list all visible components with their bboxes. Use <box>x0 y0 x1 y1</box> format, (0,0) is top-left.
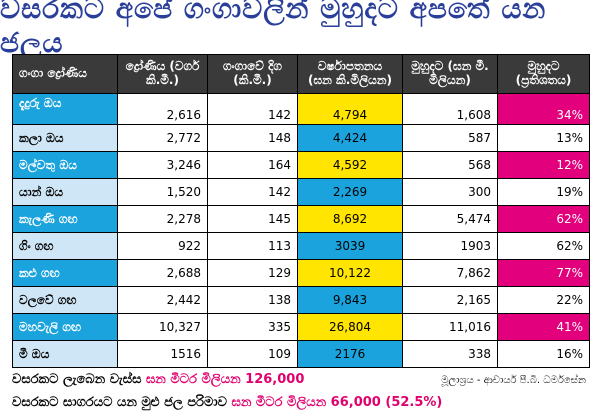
table-header-row: ගංගා ද්‍රෝණිය ද්‍රෝණිය (වර්ග කි.මී.) ගංග… <box>12 54 590 94</box>
cell-basin-name: දැදුරු ඔය <box>12 93 118 125</box>
table-row: ගිං ගඟ 922 113 3039 1903 62% <box>12 232 590 260</box>
table-row: කළු ගඟ 2,688 129 10,122 7,862 77% <box>12 259 590 287</box>
cell-basin-name: යාන් ඔය <box>12 178 118 206</box>
cell-length: 138 <box>207 286 298 314</box>
header-to-sea-percent: මුහුදට (ප්‍රතිශතය) <box>497 54 590 94</box>
cell-basin-name: මල්වතු ඔය <box>12 151 118 179</box>
cell-length: 335 <box>207 313 298 341</box>
ocean-volume-label: වසරකට සාගරයට යන මුළු ජල පරිමාව <box>12 395 227 410</box>
cell-to-sea-percent: 77% <box>497 259 590 287</box>
cell-to-sea: 568 <box>402 151 498 179</box>
cell-to-sea: 1903 <box>402 232 498 260</box>
cell-area: 10,327 <box>117 313 208 341</box>
cell-basin-name: ගිං ගඟ <box>12 232 118 260</box>
cell-rainfall: 2176 <box>297 340 403 368</box>
table-row: කලා ඔය 2,772 148 4,424 587 13% <box>12 124 590 152</box>
cell-to-sea: 300 <box>402 178 498 206</box>
cell-to-sea: 5,474 <box>402 205 498 233</box>
header-rainfall: වර්ෂාපතනය (ඝන කි.මිලියන) <box>297 54 403 94</box>
cell-basin-name: වලවේ ගඟ <box>12 286 118 314</box>
header-area: ද්‍රෝණිය (වර්ග කි.මී.) <box>117 54 208 94</box>
cell-length: 164 <box>207 151 298 179</box>
ocean-volume-value: ඝන මීටර මිලියන 66,000 (52.5%) <box>231 395 443 410</box>
header-length: ගංගාවේ දිග (කි.මී.) <box>207 54 298 94</box>
ocean-volume-note: වසරකට සාගරයට යන මුළු ජල පරිමාව ඝන මීටර ම… <box>12 395 442 410</box>
source-credit: මූලාශ්‍රය - ආචාර්ය පී.බී. ධර්මසේන <box>441 375 586 386</box>
cell-to-sea-percent: 62% <box>497 232 590 260</box>
cell-rainfall: 4,592 <box>297 151 403 179</box>
cell-to-sea: 2,165 <box>402 286 498 314</box>
table-row: වලවේ ගඟ 2,442 138 9,843 2,165 22% <box>12 286 590 314</box>
cell-area: 2,688 <box>117 259 208 287</box>
cell-basin-name: කළු ගඟ <box>12 259 118 287</box>
table-row: යාන් ඔය 1,520 142 2,269 300 19% <box>12 178 590 206</box>
cell-to-sea-percent: 22% <box>497 286 590 314</box>
cell-to-sea-percent: 12% <box>497 151 590 179</box>
cell-length: 148 <box>207 124 298 152</box>
cell-to-sea-percent: 13% <box>497 124 590 152</box>
table-row: මහවැලි ගඟ 10,327 335 26,804 11,016 41% <box>12 313 590 341</box>
cell-to-sea-percent: 34% <box>497 93 590 125</box>
table-row: දැදුරු ඔය 2,616 142 4,794 1,608 34% <box>12 93 590 125</box>
cell-area: 2,442 <box>117 286 208 314</box>
cell-basin-name: කලා ඔය <box>12 124 118 152</box>
cell-length: 145 <box>207 205 298 233</box>
table-row: මල්වතු ඔය 3,246 164 4,592 568 12% <box>12 151 590 179</box>
cell-area: 2,616 <box>117 93 208 125</box>
river-data-table: ගංගා ද්‍රෝණිය ද්‍රෝණිය (වර්ග කි.මී.) ගංග… <box>12 54 590 368</box>
annual-rainfall-note: වසරකට ලැබෙන වැස්ස ඝන මීටර මිලියන 126,000 <box>12 372 304 387</box>
cell-to-sea-percent: 41% <box>497 313 590 341</box>
annual-rainfall-label: වසරකට ලැබෙන වැස්ස <box>12 372 142 387</box>
cell-to-sea-percent: 16% <box>497 340 590 368</box>
cell-length: 142 <box>207 93 298 125</box>
cell-area: 1516 <box>117 340 208 368</box>
cell-area: 922 <box>117 232 208 260</box>
cell-area: 2,278 <box>117 205 208 233</box>
cell-rainfall: 3039 <box>297 232 403 260</box>
cell-to-sea-percent: 62% <box>497 205 590 233</box>
cell-rainfall: 2,269 <box>297 178 403 206</box>
header-basin: ගංගා ද්‍රෝණිය <box>12 54 118 94</box>
cell-rainfall: 4,794 <box>297 93 403 125</box>
cell-to-sea: 11,016 <box>402 313 498 341</box>
table-row: මී ඔය 1516 109 2176 338 16% <box>12 340 590 368</box>
cell-rainfall: 10,122 <box>297 259 403 287</box>
cell-length: 113 <box>207 232 298 260</box>
table-row: කැලණි ගඟ 2,278 145 8,692 5,474 62% <box>12 205 590 233</box>
cell-to-sea: 338 <box>402 340 498 368</box>
header-to-sea: මුහුදට (ඝන මී. මිලියන) <box>402 54 498 94</box>
cell-to-sea-percent: 19% <box>497 178 590 206</box>
cell-rainfall: 4,424 <box>297 124 403 152</box>
cell-area: 1,520 <box>117 178 208 206</box>
cell-rainfall: 9,843 <box>297 286 403 314</box>
cell-area: 3,246 <box>117 151 208 179</box>
cell-basin-name: මී ඔය <box>12 340 118 368</box>
annual-rainfall-value: ඝන මීටර මිලියන 126,000 <box>145 372 305 387</box>
cell-to-sea: 587 <box>402 124 498 152</box>
cell-to-sea: 7,862 <box>402 259 498 287</box>
cell-rainfall: 26,804 <box>297 313 403 341</box>
cell-length: 129 <box>207 259 298 287</box>
cell-area: 2,772 <box>117 124 208 152</box>
cell-to-sea: 1,608 <box>402 93 498 125</box>
table-body: දැදුරු ඔය 2,616 142 4,794 1,608 34% කලා ඔය 2,77… <box>12 93 590 368</box>
cell-length: 142 <box>207 178 298 206</box>
cell-basin-name: කැලණි ගඟ <box>12 205 118 233</box>
page-title: වසරකට අපේ ගංගාවලින් මුහුදට අපතේ යන ජලය <box>0 0 547 59</box>
cell-rainfall: 8,692 <box>297 205 403 233</box>
cell-basin-name: මහවැලි ගඟ <box>12 313 118 341</box>
cell-length: 109 <box>207 340 298 368</box>
